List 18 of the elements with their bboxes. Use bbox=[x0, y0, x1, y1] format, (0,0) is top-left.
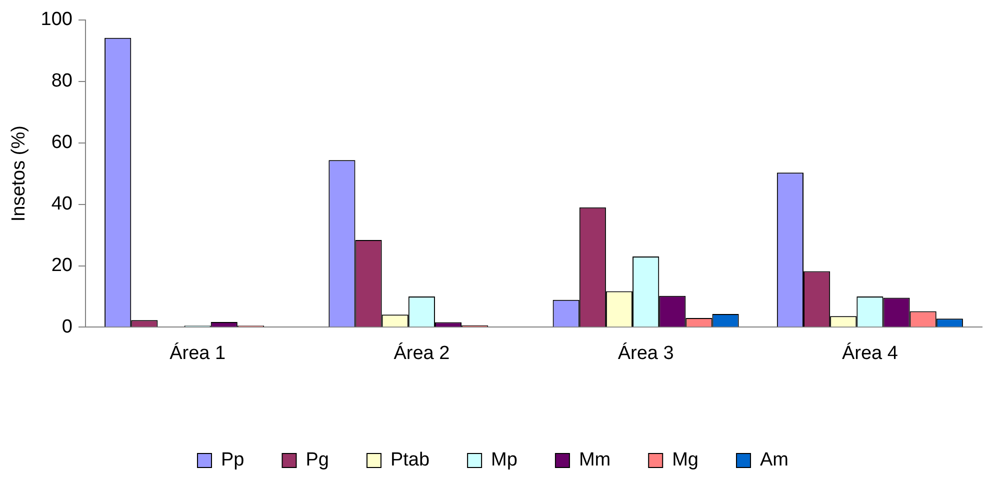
legend-label: Am bbox=[760, 450, 789, 471]
y-tick-label: 80 bbox=[51, 70, 72, 92]
x-tick-label: Área 2 bbox=[394, 342, 450, 364]
y-tick-label: 100 bbox=[40, 9, 72, 30]
legend-label: Pg bbox=[306, 450, 329, 471]
y-tick-label: 60 bbox=[51, 132, 72, 154]
x-tick-label: Área 4 bbox=[842, 342, 898, 364]
legend-label: Mp bbox=[491, 450, 518, 471]
x-tick-label: Área 3 bbox=[618, 342, 674, 364]
legend-label: Mm bbox=[578, 450, 611, 471]
legend-label: Mg bbox=[672, 450, 699, 471]
legend-label: Ptab bbox=[390, 450, 430, 471]
x-tick-label: Área 1 bbox=[170, 342, 226, 364]
y-tick-label: 20 bbox=[51, 254, 72, 276]
y-tick-label: 40 bbox=[51, 194, 72, 215]
y-axis-title: Insetos (%) bbox=[8, 126, 30, 222]
y-tick-label: 0 bbox=[62, 316, 72, 338]
legend-label: Pp bbox=[220, 450, 244, 471]
